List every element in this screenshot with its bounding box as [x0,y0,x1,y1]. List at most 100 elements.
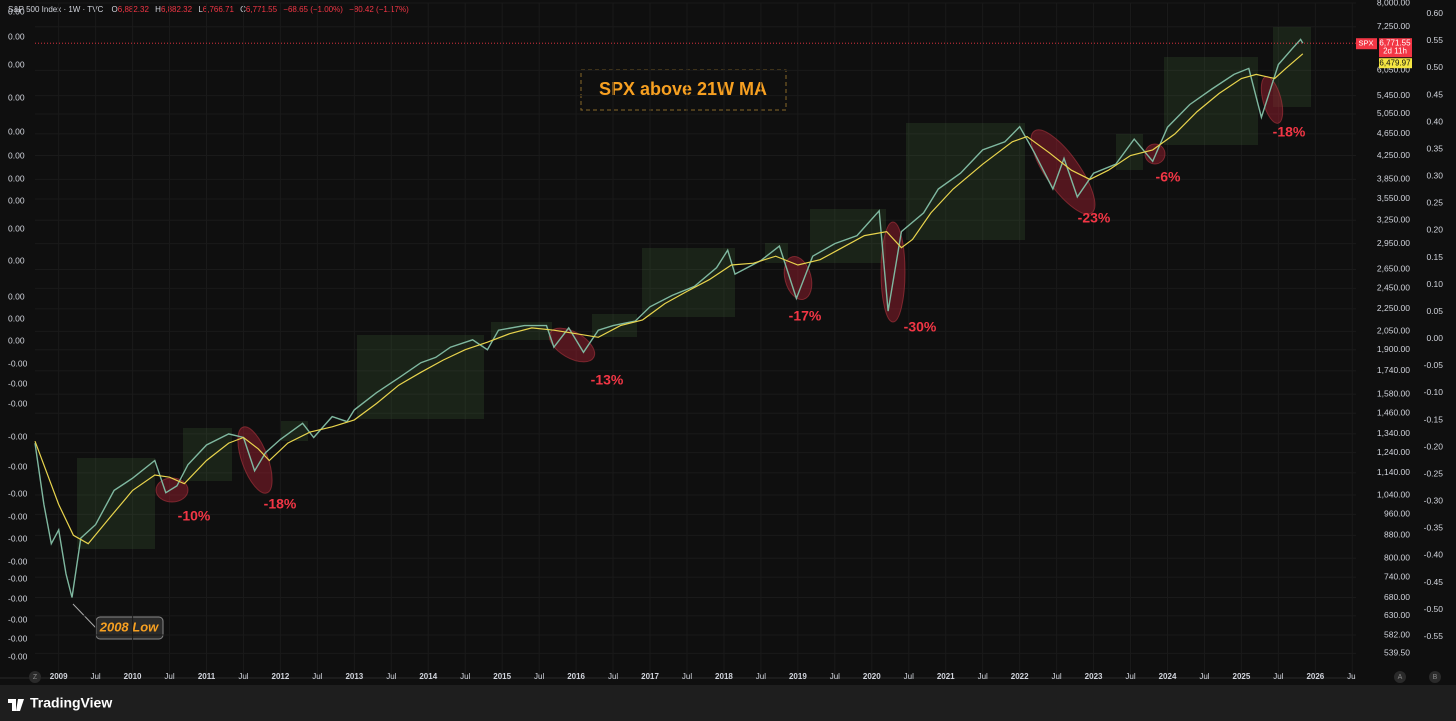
y2-tick-label: 0.55 [1426,35,1443,45]
ma-label: 6,479.97 [1379,58,1411,67]
left-axis-label: 0.00 [8,31,25,41]
left-axis-label: -0.00 [8,398,28,408]
open: 6,882.32 [118,5,150,14]
x-tick-label: Jul [608,672,618,681]
brand: TradingView [30,695,112,711]
y2-tick-label: -0.55 [1424,631,1444,641]
left-axis-label: -0.00 [8,593,28,603]
y2-tick-label: -0.30 [1424,496,1444,506]
change: −68.65 (−1.00%) [283,5,343,14]
y-tick-label: 1,340.00 [1377,428,1410,438]
x-tick-label: 2016 [567,672,585,681]
x-tick-label: Jul [1347,672,1357,681]
y-tick-label: 800.00 [1384,553,1410,563]
y2-tick-label: 0.20 [1426,225,1443,235]
low-label: 2008 Low [99,619,159,634]
x-tick-label: 2019 [789,672,807,681]
x-tick-label: 2018 [715,672,733,681]
region [1116,134,1143,170]
high-label: H [155,5,161,14]
y-tick-label: 630.00 [1384,610,1410,620]
x-tick-label: 2009 [50,672,68,681]
drawdown-label: -17% [789,308,822,324]
low-label-h: L [198,5,203,14]
drawdown-label: -30% [904,319,937,335]
y-tick-label: 3,850.00 [1377,174,1410,184]
x-tick-label: Jul [534,672,544,681]
callout-box [580,69,787,111]
change2: −80.42 (−1.17%) [349,5,409,14]
axis-button-bg [1429,671,1441,683]
left-axis-label: 0.00 [8,6,25,16]
left-axis-label: 0.00 [8,291,25,301]
y-tick-label: 2,650.00 [1377,264,1410,274]
symbol: SPX [1358,39,1373,48]
x-tick-label: 2014 [419,672,437,681]
y-tick-label: 8,000.00 [1377,0,1410,7]
left-axis-label: 0.00 [8,195,25,205]
x-tick-label: Jul [238,672,248,681]
price-tag [1379,38,1412,58]
y-tick-label: 960.00 [1384,509,1410,519]
left-axis-label: 0.00 [8,59,25,69]
x-tick-label: 2026 [1306,672,1324,681]
x-tick-label: Jul [164,672,174,681]
left-axis-label: -0.00 [8,461,28,471]
x-tick-label: 2013 [345,672,363,681]
y-tick-label: 740.00 [1384,571,1410,581]
ma-tag [1379,58,1412,69]
y2-tick-label: -0.15 [1424,414,1444,424]
y2-tick-label: 0.45 [1426,89,1443,99]
ma-line [34,53,1304,545]
x-tick-label: 2017 [641,672,659,681]
drawdown-label: -23% [1078,210,1111,226]
y2-tick-label: -0.35 [1424,523,1444,533]
header: S&P 500 Index · 1W · TVC O6,882.32 H6,88… [8,5,409,14]
left-axis-label: -0.00 [8,488,28,498]
high: 6,882.32 [161,5,193,14]
price-scale [1356,0,1456,685]
axis-button-bg [29,671,41,683]
drawdown-ellipse [237,426,273,494]
axis-button-bg [1394,671,1406,683]
y2-tick-label: 0.35 [1426,143,1443,153]
symbol-tag [1356,38,1377,50]
y-tick-label: 1,240.00 [1377,447,1410,457]
x-tick-label: Jul [460,672,470,681]
y2-tick-label: 0.25 [1426,198,1443,208]
x-tick-label: 2021 [937,672,955,681]
y-tick-label: 5,050.00 [1377,108,1410,118]
x-tick-label: 2024 [1159,672,1177,681]
left-axis-label: 0.00 [8,223,25,233]
y2-tick-label: 0.05 [1426,306,1443,316]
region [357,335,484,419]
y-tick-label: 3,250.00 [1377,214,1410,224]
y-tick-label: 4,650.00 [1377,128,1410,138]
y-tick-label: 1,740.00 [1377,365,1410,375]
region [810,209,886,263]
left-axis-label: -0.00 [8,651,28,661]
drawdown-ellipse [783,255,813,301]
left-axis-label: -0.00 [8,378,28,388]
left-axis-label: -0.00 [8,614,28,624]
y-tick-label: 680.00 [1384,592,1410,602]
low: 6,766.71 [203,5,235,14]
x-tick-label: Jul [1051,672,1061,681]
y-tick-label: 1,900.00 [1377,344,1410,354]
title: S&P 500 Index · 1W · TVC [8,5,104,14]
y-tick-label: 2,050.00 [1377,326,1410,336]
region [642,248,735,317]
y2-tick-label: -0.45 [1424,577,1444,587]
axis-button: Z [33,674,38,681]
left-axis-label: -0.00 [8,533,28,543]
left-axis-label: -0.00 [8,573,28,583]
y2-tick-label: -0.50 [1424,604,1444,614]
x-tick-label: Jul [978,672,988,681]
left-axis-label: -0.00 [8,556,28,566]
axis-button: A [1398,674,1403,681]
y2-tick-label: -0.05 [1424,360,1444,370]
price-line [34,38,1304,598]
drawdown-ellipse [1144,143,1166,165]
left-axis-label: 0.00 [8,255,25,265]
